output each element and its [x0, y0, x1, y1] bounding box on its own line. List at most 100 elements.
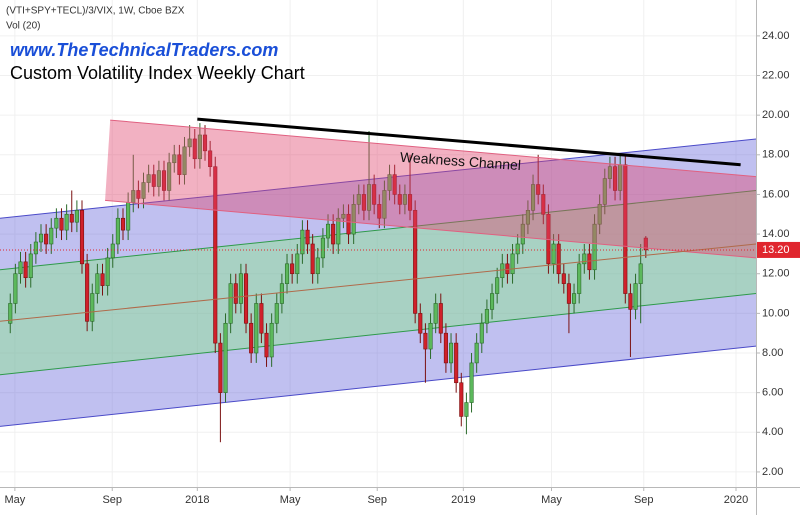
candle-body — [279, 283, 284, 304]
channel-edge — [110, 119, 757, 178]
candle-body — [597, 204, 602, 225]
candle-body — [59, 217, 64, 231]
candle-body — [254, 303, 259, 354]
x-tick-label: Sep — [102, 494, 122, 506]
channel — [105, 120, 757, 258]
candle-body — [607, 166, 612, 179]
candle-body — [274, 303, 279, 324]
candle-body — [510, 253, 515, 275]
candle-body — [295, 253, 300, 275]
symbol-header: (VTI+SPY+TECL)/3/VIX, 1W, Cboe BZX — [6, 6, 185, 17]
candle-body — [218, 342, 223, 393]
last-price-label: 13.20 — [762, 244, 790, 256]
candle-body — [151, 174, 156, 187]
y-tick-label: 8.00 — [762, 347, 783, 359]
candle-body — [238, 273, 243, 304]
candle-body — [536, 184, 541, 195]
y-tick-label: 16.00 — [762, 188, 790, 200]
candle-body — [243, 273, 249, 324]
candle-body — [351, 204, 356, 235]
candle-body — [602, 178, 607, 205]
candle-body — [320, 237, 325, 259]
candle-body — [469, 362, 474, 403]
candle-body — [105, 257, 110, 286]
candle-body — [33, 241, 38, 255]
candle-body — [74, 209, 79, 223]
candle-body — [561, 273, 566, 284]
candle-body — [628, 293, 633, 310]
candle-body — [505, 263, 510, 275]
candle-body — [18, 261, 23, 275]
candle-body — [136, 190, 141, 199]
candle-body — [264, 332, 269, 358]
candle-body — [331, 223, 336, 245]
candle-body — [520, 223, 525, 245]
candle-body — [69, 213, 74, 223]
candle-body — [525, 209, 530, 225]
candle-body — [582, 253, 587, 265]
candle-body — [556, 243, 561, 275]
candle-body — [577, 263, 582, 294]
candle-body — [192, 138, 197, 160]
y-tick-label: 4.00 — [762, 426, 783, 438]
candle-body — [489, 293, 495, 310]
candle-body — [167, 162, 172, 191]
candle-body — [305, 229, 310, 245]
candle-body — [79, 209, 85, 265]
candle-body — [120, 217, 126, 231]
x-tick-label: May — [280, 494, 301, 506]
channel-edge — [0, 138, 757, 219]
x-tick-label: Sep — [367, 494, 387, 506]
candle-body — [418, 313, 423, 334]
candle-body — [269, 322, 274, 358]
candle-body — [182, 146, 187, 175]
grid — [0, 0, 756, 487]
candle-body — [592, 223, 597, 271]
candle-body — [228, 283, 233, 324]
candle-body — [95, 273, 100, 294]
candle-body — [64, 213, 69, 231]
candle-body — [392, 174, 397, 195]
candle-body — [377, 204, 382, 219]
candle-body — [495, 277, 500, 294]
candle-body — [300, 229, 305, 255]
candle-body — [156, 170, 161, 187]
candle-body — [54, 217, 59, 229]
candle-body — [423, 332, 428, 350]
indicator-label: Vol (20) — [6, 21, 40, 32]
candles — [8, 123, 648, 443]
candle-body — [141, 182, 146, 199]
candle-body — [454, 342, 459, 384]
candle-body — [479, 322, 484, 344]
candle-body — [115, 217, 120, 245]
x-tick-label: 2020 — [724, 494, 748, 506]
candle-body — [197, 134, 202, 160]
candle-body — [100, 273, 105, 286]
candle-body — [407, 194, 413, 211]
channel-edge — [0, 189, 757, 271]
trend-line — [0, 243, 757, 322]
candle-body — [208, 150, 213, 167]
y-tick-label: 2.00 — [762, 466, 783, 478]
candle-body — [259, 303, 264, 334]
y-tick-label: 20.00 — [762, 109, 790, 121]
candle-body — [356, 194, 361, 205]
candle-body — [366, 184, 372, 211]
x-tick-label: May — [4, 494, 25, 506]
x-tick-label: 2018 — [185, 494, 209, 506]
last-price-box — [757, 241, 800, 258]
candle-body — [38, 233, 44, 243]
candle-body — [413, 209, 418, 314]
y-tick-label: 6.00 — [762, 387, 783, 399]
channel-edge — [105, 199, 757, 259]
candle-body — [223, 322, 228, 393]
candle-body — [464, 402, 469, 417]
y-tick-label: 18.00 — [762, 149, 790, 161]
candle-body — [448, 342, 454, 364]
y-tick-label: 22.00 — [762, 69, 790, 81]
candle-body — [433, 303, 438, 324]
candle-body — [613, 166, 618, 191]
